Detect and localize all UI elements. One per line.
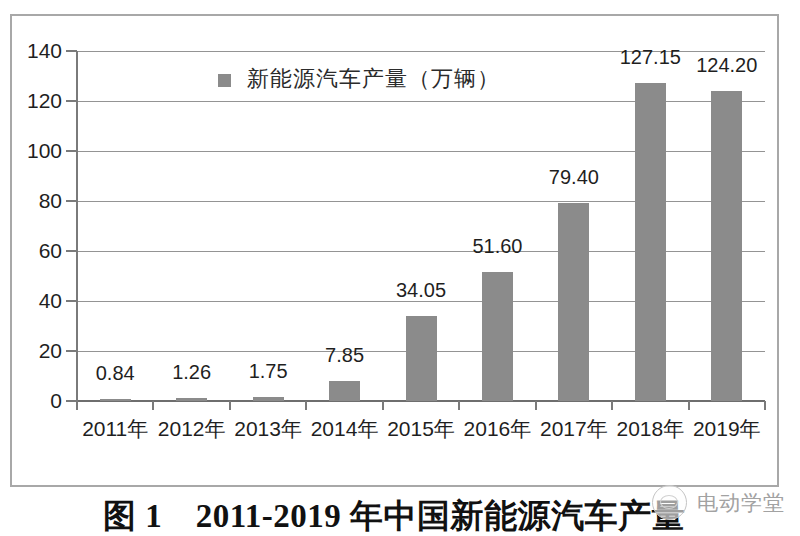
y-axis-line [76,51,78,410]
x-axis-label: 2016年 [457,417,537,441]
bar-2016年 [482,272,513,401]
bar-2017年 [558,203,589,402]
value-label: 7.85 [300,345,390,365]
y-axis-label: 80 [10,189,62,213]
watermark-text: 电动学堂 [697,489,785,517]
y-axis-label: 120 [10,89,62,113]
x-axis-tick [229,401,231,410]
x-axis-tick [305,401,307,410]
watermark-logo-inner [660,495,678,509]
x-axis-label: 2017年 [534,417,614,441]
x-axis-label: 2015年 [381,417,461,441]
x-axis-label: 2014年 [305,417,385,441]
x-axis-tick [382,401,384,410]
bar-2011年 [100,399,131,401]
x-axis-tick [688,401,690,410]
value-label: 34.05 [376,280,466,300]
x-axis-tick [611,401,613,410]
bar-2014年 [329,381,360,401]
bar-2018年 [635,83,666,401]
x-axis-tick [535,401,537,410]
value-label: 124.20 [682,55,772,75]
legend-label: 新能源汽车产量（万辆） [247,66,500,92]
y-axis-label: 40 [10,289,62,313]
y-axis-label: 60 [10,239,62,263]
x-axis-label: 2012年 [152,417,232,441]
y-axis-label: 20 [10,339,62,363]
bar-2019年 [711,91,742,402]
y-axis-label: 140 [10,39,62,63]
y-axis-label: 100 [10,139,62,163]
x-axis-label: 2019年 [687,417,767,441]
x-axis-label: 2018年 [610,417,690,441]
legend-swatch [218,74,231,87]
figure: 0204060801001201400.842011年1.262012年1.75… [0,0,800,536]
y-axis-label: 0 [10,389,62,413]
value-label: 79.40 [529,167,619,187]
x-axis-tick [152,401,154,410]
bar-2015年 [406,316,437,401]
bar-2012年 [176,398,207,401]
bar-2013年 [253,397,284,401]
value-label: 51.60 [452,236,542,256]
x-axis-label: 2013年 [228,417,308,441]
x-axis-label: 2011年 [75,417,155,441]
x-axis-tick [764,401,766,410]
x-axis-tick [458,401,460,410]
